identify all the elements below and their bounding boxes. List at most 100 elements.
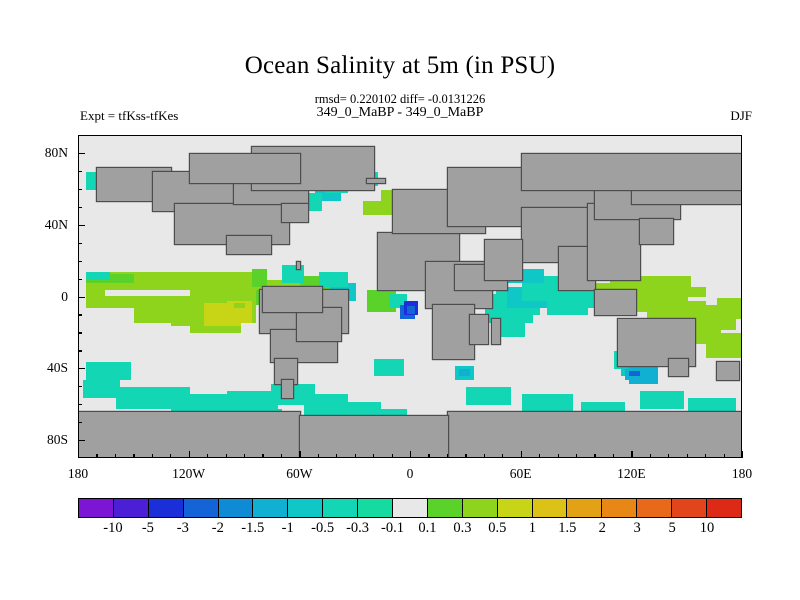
x-axis-minor-tick xyxy=(483,454,485,458)
land-block xyxy=(226,236,271,255)
y-axis-minor-tick xyxy=(78,206,82,208)
season-label: DJF xyxy=(730,108,752,123)
colorbar-swatch-6 xyxy=(288,499,324,517)
colorbar-tick-label: -1 xyxy=(281,520,294,536)
x-axis-minor-tick xyxy=(244,454,246,458)
land-block xyxy=(617,319,696,366)
y-axis-tick-label: 40S xyxy=(46,360,68,376)
x-axis-minor-tick xyxy=(262,454,264,458)
land-block xyxy=(447,412,741,457)
y-axis-tick xyxy=(78,368,85,370)
land-block xyxy=(433,304,474,359)
x-axis-minor-tick xyxy=(170,454,172,458)
x-axis-minor-tick xyxy=(133,454,135,458)
x-axis-minor-tick xyxy=(576,454,578,458)
colorbar-swatch-18 xyxy=(707,499,741,517)
x-axis-tick xyxy=(631,451,633,458)
x-axis-minor-tick xyxy=(280,454,283,458)
colorbar-tick-label: 10 xyxy=(699,520,715,536)
x-axis-minor-tick xyxy=(557,454,559,458)
colorbar-tick-label: 0.5 xyxy=(488,520,507,536)
x-axis-minor-tick xyxy=(612,454,615,458)
experiment-label: Expt = tfKss-tfKes xyxy=(80,108,179,123)
page-title: Ocean Salinity at 5m (in PSU) xyxy=(244,52,556,79)
y-axis-tick xyxy=(78,296,85,298)
colorbar-tick-label: -0.5 xyxy=(311,520,335,536)
x-axis-minor-tick xyxy=(446,454,449,458)
x-axis-minor-tick xyxy=(668,454,670,458)
x-axis-tick xyxy=(299,451,301,458)
colorbar-swatch-17 xyxy=(672,499,708,517)
land-block xyxy=(274,358,297,384)
colorbar-swatch-16 xyxy=(637,499,673,517)
y-axis-minor-tick xyxy=(78,260,82,262)
x-axis-minor-tick xyxy=(317,454,319,458)
land-block xyxy=(484,240,522,280)
colorbar-swatch-1 xyxy=(113,499,149,517)
statistics-line: rmsd= 0.220102 diff= -0.0131226 xyxy=(314,92,486,106)
x-axis-tick xyxy=(78,451,80,458)
x-axis-minor-tick xyxy=(225,454,227,458)
x-axis-minor-tick xyxy=(336,454,338,458)
x-axis-tick xyxy=(520,451,522,458)
x-axis-tick-label: 180 xyxy=(67,466,89,481)
colorbar-swatch-8 xyxy=(358,499,394,517)
colorbar-tick-label: -0.1 xyxy=(381,520,404,536)
land-block xyxy=(470,315,489,345)
land-block xyxy=(492,319,500,345)
y-axis-tick-label: 80S xyxy=(46,432,68,448)
comparison-label: 349_0_MaBP - 349_0_MaBP xyxy=(316,105,484,120)
x-axis-tick-label: 180 xyxy=(731,466,753,481)
land-block xyxy=(521,153,741,190)
colorbar-swatch-14 xyxy=(567,499,603,517)
colorbar-tick-label: -10 xyxy=(103,520,123,536)
colorbar-swatch-2 xyxy=(148,499,184,517)
land-block xyxy=(669,358,688,377)
colorbar-swatch-3 xyxy=(183,499,219,517)
y-axis-minor-tick xyxy=(78,422,82,424)
x-axis-tick xyxy=(410,451,412,458)
colorbar-tick-label: -5 xyxy=(141,520,154,536)
x-axis-tick-label: 120E xyxy=(617,466,646,481)
colorbar-tick-label: 1.5 xyxy=(558,520,577,536)
x-axis-minor-tick xyxy=(354,454,356,458)
colorbar xyxy=(78,498,742,518)
colorbar-tick-label: 0.3 xyxy=(453,520,472,536)
x-axis-tick xyxy=(742,451,744,458)
x-axis-minor-tick xyxy=(428,454,430,458)
x-axis-minor-tick xyxy=(539,454,541,458)
colorbar-tick-label: 2 xyxy=(598,520,606,536)
colorbar-tick-label: 3 xyxy=(633,520,641,536)
x-axis-tick-label: 120W xyxy=(172,466,206,481)
colorbar-swatch-7 xyxy=(323,499,359,517)
land-block xyxy=(366,179,386,183)
land-block xyxy=(717,362,740,381)
colorbar-swatch-11 xyxy=(462,499,498,517)
x-axis-tick xyxy=(188,451,190,458)
colorbar-tick-label: 5 xyxy=(668,520,676,536)
y-axis-minor-tick xyxy=(78,332,82,334)
colorbar-swatch-9 xyxy=(393,499,428,517)
land-block xyxy=(281,204,308,223)
y-axis-tick-label: 40N xyxy=(44,216,68,232)
x-axis-minor-tick xyxy=(391,454,393,458)
y-axis-minor-tick xyxy=(78,314,82,316)
x-axis-minor-tick xyxy=(96,454,98,458)
x-axis-tick-label: 0 xyxy=(406,466,414,481)
x-axis-minor-tick xyxy=(686,454,688,458)
y-axis-tick-label: 0 xyxy=(61,288,68,304)
colorbar-tick-label: 1 xyxy=(528,520,536,536)
y-axis-minor-tick xyxy=(78,386,82,388)
colorbar-tick-label: -0.3 xyxy=(346,520,370,536)
y-axis-minor-tick xyxy=(78,188,82,191)
y-axis-tick xyxy=(78,224,85,226)
land-block xyxy=(281,380,293,398)
y-axis-minor-tick xyxy=(78,170,82,173)
y-axis-minor-tick xyxy=(78,242,82,244)
x-axis-tick-label: 60E xyxy=(509,466,532,481)
y-axis-tick xyxy=(78,440,85,442)
colorbar-swatch-5 xyxy=(253,499,289,517)
colorbar-tick-label: -1.5 xyxy=(241,520,265,536)
x-axis-minor-tick xyxy=(594,454,596,458)
